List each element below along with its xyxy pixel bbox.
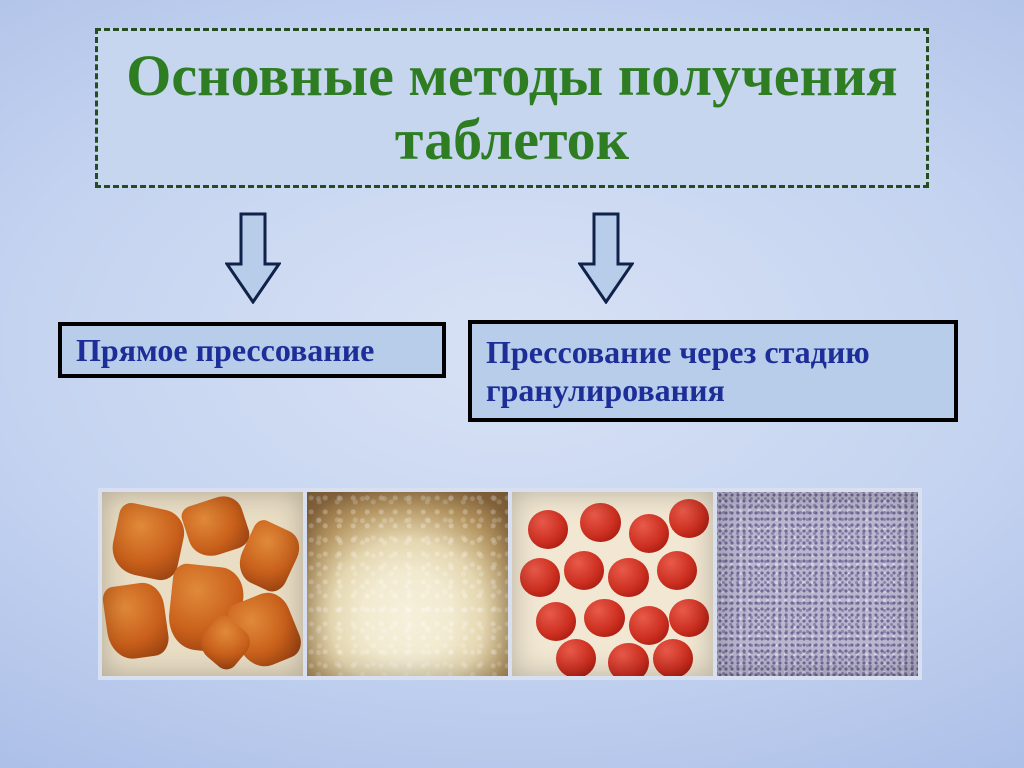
title-box: Основные методы получения таблеток — [95, 28, 929, 188]
method-box-granulation: Прессование через стадию гранулирования — [468, 320, 958, 422]
slide-title: Основные методы получения таблеток — [98, 44, 926, 172]
arrow-down-left — [225, 212, 281, 304]
panel-powder-mound — [303, 492, 508, 676]
panel-red-tablets — [508, 492, 713, 676]
arrow-down-right — [578, 212, 634, 304]
materials-image-strip — [98, 488, 922, 680]
method-label-direct: Прямое прессование — [76, 331, 374, 369]
method-box-direct: Прямое прессование — [58, 322, 446, 378]
panel-purple-granules — [713, 492, 918, 676]
method-label-granulation: Прессование через стадию гранулирования — [486, 333, 940, 410]
slide: Основные методы получения таблеток Прямо… — [0, 0, 1024, 768]
panel-orange-chunks — [102, 492, 303, 676]
